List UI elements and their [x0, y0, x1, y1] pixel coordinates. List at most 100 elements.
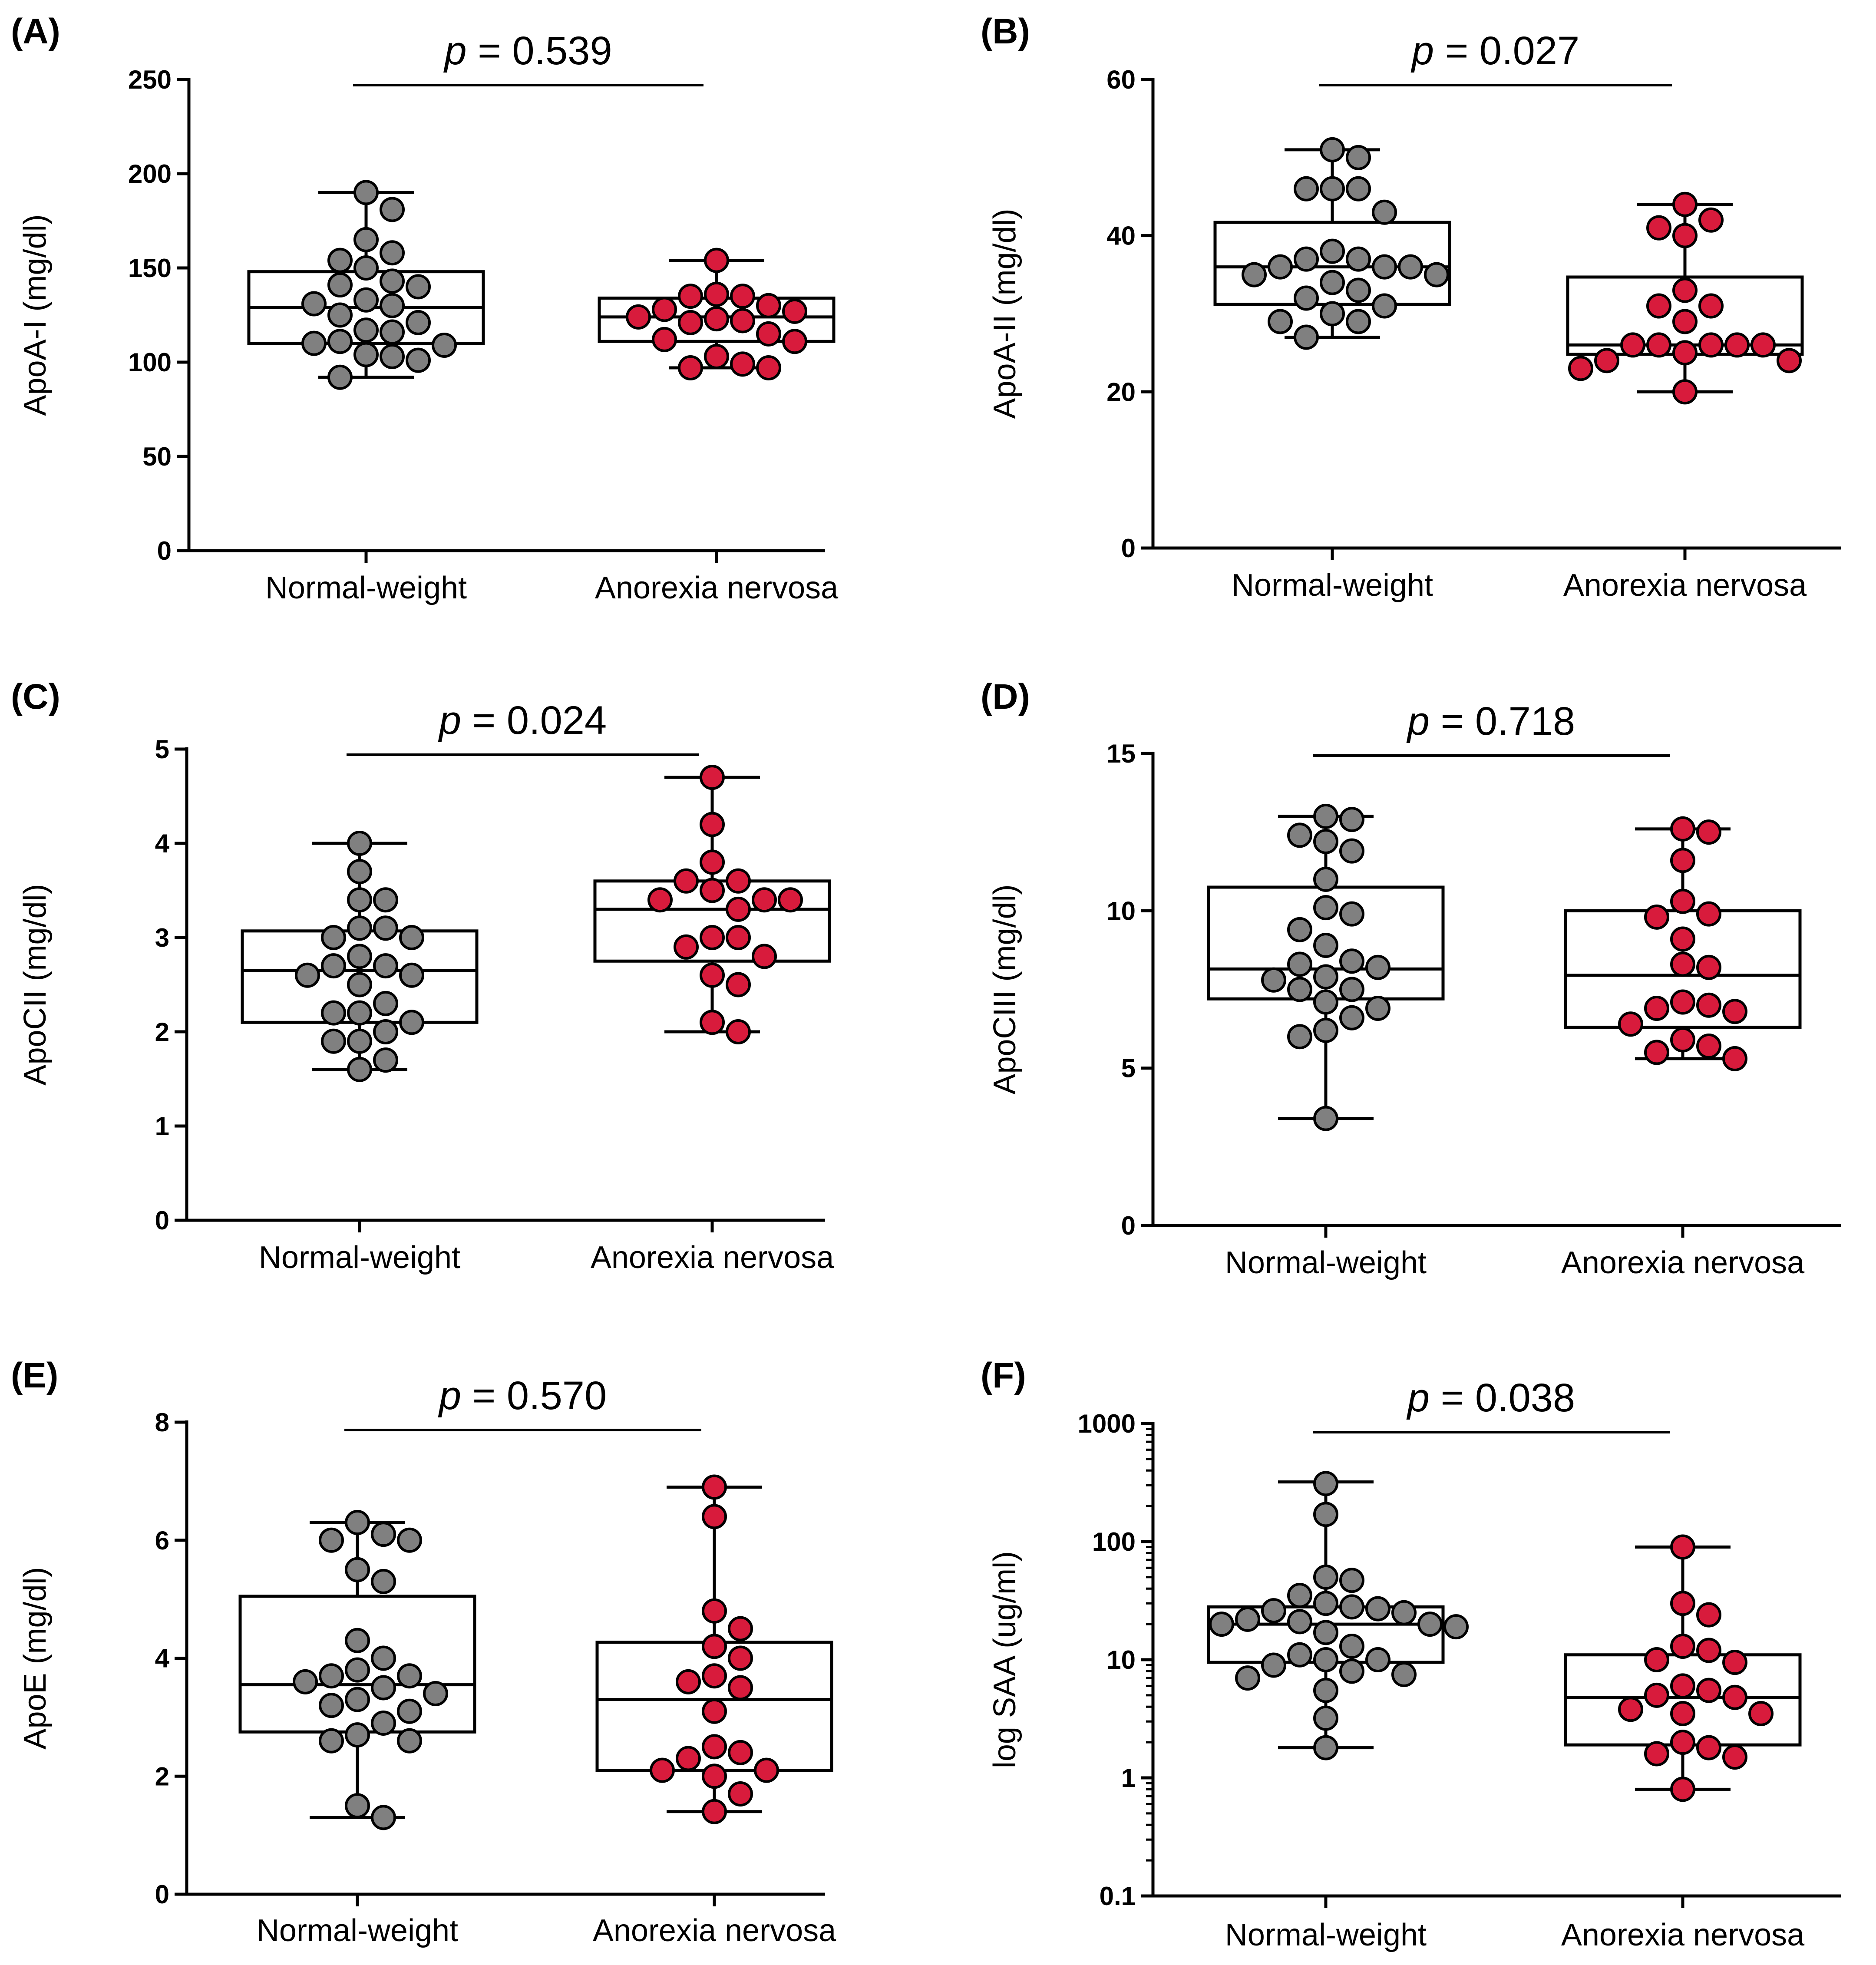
p-value: = 0.024: [472, 698, 607, 743]
y-axis-title: ApoCII (mg/dl): [18, 884, 53, 1085]
data-point: [1287, 1609, 1312, 1635]
y-tick-label: 1: [155, 1112, 169, 1141]
p-symbol: p: [1410, 29, 1445, 73]
data-point: [702, 1734, 727, 1760]
data-point: [1287, 977, 1312, 1002]
data-point: [674, 868, 699, 894]
y-tick-label: 0: [155, 1206, 169, 1235]
data-point: [347, 887, 372, 913]
data-point: [1313, 1591, 1338, 1616]
panel-f: (F) log SAA (ug/ml) 0.1 1 10 100 1000 Normal-we…: [981, 1356, 1841, 1952]
data-point: [371, 1710, 396, 1736]
p-value: = 0.570: [472, 1374, 607, 1418]
data-point: [1294, 285, 1319, 311]
data-point: [726, 896, 751, 922]
data-point: [728, 1740, 753, 1765]
data-point: [1287, 822, 1312, 848]
data-point: [347, 972, 372, 997]
data-point: [1748, 1701, 1774, 1727]
data-point: [700, 765, 725, 790]
data-point: [1287, 951, 1312, 977]
y-tick-label: 8: [155, 1408, 169, 1437]
data-point: [1670, 1730, 1695, 1755]
panel-label: (B): [981, 12, 1030, 51]
data-point: [1722, 999, 1747, 1024]
y-tick-label: 10: [1106, 896, 1136, 925]
data-point: [1696, 901, 1721, 927]
data-point: [1722, 1744, 1747, 1770]
data-point: [1339, 1568, 1364, 1593]
data-point: [321, 925, 346, 950]
data-point: [704, 306, 729, 332]
data-point: [1696, 1638, 1721, 1663]
data-point: [347, 831, 372, 856]
data-point: [726, 1019, 751, 1044]
box-group-anorexia-nervosa: [1564, 1534, 1802, 1802]
data-point: [678, 310, 703, 335]
data-point: [702, 1598, 727, 1624]
data-point: [1209, 1612, 1234, 1637]
data-point: [319, 1693, 344, 1718]
data-point: [650, 1757, 675, 1783]
y-tick-label: 150: [128, 254, 172, 283]
data-point: [1313, 964, 1338, 990]
x-category-label: Anorexia nervosa: [593, 1913, 836, 1948]
data-point: [674, 934, 699, 960]
data-point: [1365, 954, 1390, 980]
data-point: [1672, 309, 1698, 334]
p-value-label: p = 0.570: [438, 1374, 607, 1418]
data-point: [1696, 1602, 1721, 1628]
data-point: [1339, 1634, 1364, 1659]
data-point: [752, 944, 777, 969]
y-tick-label: 0: [157, 536, 172, 565]
data-point: [702, 1799, 727, 1824]
data-point: [1339, 838, 1364, 864]
data-point: [406, 347, 431, 373]
data-point: [1313, 1017, 1338, 1043]
data-point: [321, 1028, 346, 1054]
data-point: [1670, 1591, 1695, 1616]
data-point: [676, 1746, 701, 1771]
data-point: [1672, 340, 1698, 366]
data-point: [1670, 848, 1695, 873]
data-point: [700, 878, 725, 903]
data-point: [702, 1634, 727, 1659]
data-point: [327, 302, 353, 328]
data-point: [1722, 1650, 1747, 1675]
data-point: [373, 887, 398, 913]
data-point: [1696, 992, 1721, 1018]
data-point: [1672, 379, 1698, 405]
data-point: [702, 1698, 727, 1724]
panel-label: (D): [981, 677, 1030, 717]
data-point: [1644, 1682, 1669, 1708]
data-point: [353, 227, 379, 252]
data-point: [647, 887, 673, 913]
data-point: [399, 1010, 424, 1035]
data-point: [1365, 1647, 1390, 1672]
data-point: [353, 317, 379, 343]
data-point: [1696, 1735, 1721, 1760]
data-point: [1618, 1011, 1643, 1037]
y-axis-title: ApoE (mg/dl): [18, 1567, 53, 1749]
data-point: [373, 1047, 398, 1073]
data-point: [726, 972, 751, 997]
data-point: [327, 364, 353, 390]
data-point: [1320, 176, 1345, 201]
data-point: [652, 297, 677, 322]
data-point: [319, 1663, 344, 1689]
data-point: [704, 281, 729, 307]
data-point: [1696, 954, 1721, 980]
data-point: [373, 1019, 398, 1044]
y-tick-label: 0: [1121, 534, 1136, 563]
data-point: [1261, 1598, 1286, 1624]
data-point: [1722, 1046, 1747, 1071]
data-point: [345, 1687, 370, 1712]
data-point: [1696, 1678, 1721, 1703]
p-value: = 0.038: [1441, 1376, 1575, 1420]
data-point: [726, 868, 751, 894]
data-point: [371, 1805, 396, 1830]
data-point: [347, 1028, 372, 1054]
data-point: [406, 274, 431, 300]
data-point: [397, 1728, 422, 1754]
x-category-label: Normal-weight: [257, 1913, 458, 1948]
